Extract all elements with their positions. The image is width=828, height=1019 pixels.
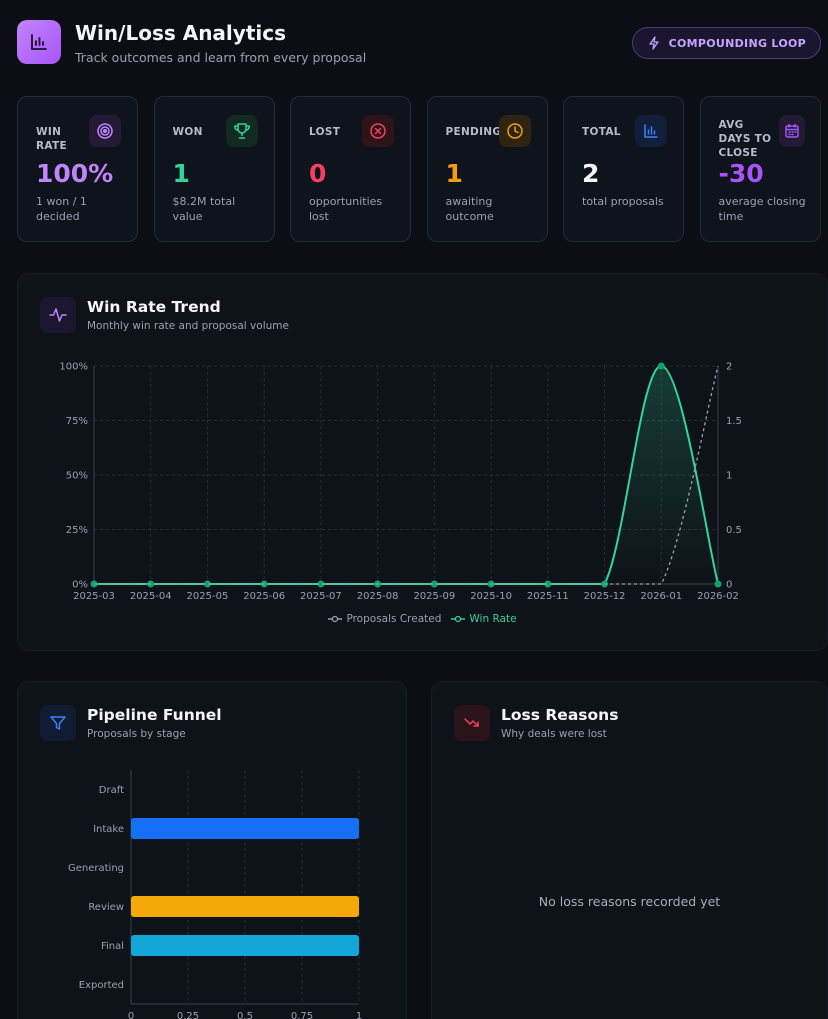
stat-label: PENDING (445, 126, 502, 138)
panel-subtitle: Proposals by stage (87, 728, 186, 740)
y-right-tick-label: 1 (726, 471, 732, 482)
legend-item-proposals-created[interactable]: Proposals Created (328, 613, 441, 625)
analytics-chart-icon (17, 20, 61, 64)
x-tick-label: 2025-04 (130, 591, 172, 602)
y-right-tick-label: 0 (726, 580, 732, 591)
stat-card-won: WON 1 $8.2M total value (153, 96, 275, 242)
legend-line-icon (451, 615, 466, 623)
activity-icon (40, 297, 76, 333)
x-tick-label: 2025-05 (187, 591, 229, 602)
funnel-bar-intake (131, 818, 359, 839)
y-left-tick-label: 75% (66, 416, 88, 427)
stat-value: 0 (309, 159, 327, 188)
x-tick-label: 2025-06 (243, 591, 285, 602)
y-left-tick-label: 50% (66, 471, 88, 482)
legend-line-icon (328, 615, 343, 623)
x-tick-label: 2025-03 (73, 591, 115, 602)
stat-card-lost: LOST 0 opportunities lost (290, 96, 411, 242)
x-tick-label: 2025-09 (413, 591, 455, 602)
x-tick-label: 0.25 (177, 1011, 199, 1019)
stat-label: AVG DAYS TO CLOSE (718, 119, 772, 159)
stat-card-total: TOTAL 2 total proposals (563, 96, 684, 242)
stat-desc: total proposals (582, 195, 664, 208)
legend-label: Proposals Created (346, 613, 442, 625)
stat-desc: $8.2M total value (172, 195, 236, 223)
stat-desc: opportunities lost (309, 195, 383, 223)
y-left-tick-label: 0% (72, 580, 88, 591)
x-tick-label: 2026-02 (697, 591, 739, 602)
stats-row: WIN RATE 100% 1 won / 1 decided WON 1 $8… (17, 96, 822, 242)
stat-desc: 1 won / 1 decided (36, 195, 87, 223)
y-right-tick-label: 2 (726, 362, 732, 373)
legend-label: Win Rate (469, 613, 517, 625)
stat-card-pending: PENDING 1 awaiting outcome (426, 96, 548, 242)
category-label: Review (88, 902, 124, 913)
y-left-tick-label: 100% (59, 362, 88, 373)
category-label: Draft (99, 785, 124, 796)
compounding-loop-button[interactable]: COMPOUNDING LOOP (631, 27, 821, 59)
stat-label: LOST (309, 126, 341, 138)
target-icon (89, 115, 121, 147)
stat-value: 1 (172, 159, 190, 188)
category-label: Generating (68, 863, 124, 874)
legend-item-win-rate[interactable]: Win Rate (451, 613, 517, 625)
stat-card-avg-days: AVG DAYS TO CLOSE -30 average closing ti… (699, 96, 821, 242)
trophy-icon (225, 115, 258, 147)
loss-reasons-empty-message: No loss reasons recorded yet (538, 894, 721, 909)
stat-card-win-rate: WIN RATE 100% 1 won / 1 decided (17, 96, 138, 242)
series-area-win-rate (94, 366, 718, 584)
x-tick-label: 2025-11 (527, 591, 569, 602)
x-tick-label: 2025-07 (300, 591, 342, 602)
funnel-icon (40, 705, 76, 741)
stat-value: 2 (582, 159, 600, 188)
stat-value: 100% (36, 159, 114, 188)
loss-reasons-panel: Loss Reasons Why deals were lost No loss… (431, 681, 828, 1019)
panel-title: Loss Reasons (501, 706, 619, 724)
pipeline-funnel-chart: 0 0.25 0.5 0.75 1 Draft Intake Generating Review… (68, 770, 362, 1019)
x-tick-label: 2025-10 (470, 591, 512, 602)
stat-desc: awaiting outcome (445, 195, 494, 223)
x-tick-label: 2025-08 (357, 591, 399, 602)
x-tick-label: 2026-01 (640, 591, 682, 602)
page-header: Win/Loss Analytics Track outcomes and le… (17, 20, 821, 68)
stat-label: WON (172, 126, 203, 138)
page-subtitle: Track outcomes and learn from every prop… (75, 50, 367, 65)
funnel-bar-final (131, 935, 359, 956)
y-right-tick-label: 0.5 (726, 525, 742, 536)
panel-subtitle: Why deals were lost (501, 728, 607, 740)
win-rate-trend-panel: Win Rate Trend Monthly win rate and prop… (17, 273, 828, 651)
x-tick-label: 1 (356, 1011, 362, 1019)
stat-desc: average closing time (718, 195, 806, 223)
category-label: Final (101, 941, 124, 952)
trending-down-icon (454, 705, 490, 741)
win-rate-point (657, 362, 665, 370)
lightning-icon (648, 36, 659, 50)
x-tick-label: 2025-12 (584, 591, 626, 602)
x-tick-label: 0.5 (237, 1011, 253, 1019)
pipeline-funnel-panel: Pipeline Funnel Proposals by stage 0 0.25… (17, 681, 407, 1019)
panel-title: Pipeline Funnel (87, 706, 222, 724)
calendar-icon (778, 115, 805, 147)
category-label: Exported (79, 980, 124, 991)
bar-chart-icon (635, 115, 667, 147)
win-rate-trend-chart: 0% 25% 50% 75% 100% 0 0.5 1 1.5 2 2025-03 2025-04 20… (59, 362, 742, 603)
x-tick-label: 0.75 (291, 1011, 313, 1019)
win-rate-point (714, 580, 722, 588)
funnel-bar-review (131, 896, 359, 917)
stat-value: 1 (445, 159, 463, 188)
page-title: Win/Loss Analytics (75, 21, 286, 45)
chart-legend: Proposals Created Win Rate (18, 613, 827, 625)
stat-label: TOTAL (582, 126, 621, 138)
x-circle-icon (362, 115, 394, 147)
compounding-loop-label: COMPOUNDING LOOP (668, 36, 806, 50)
x-tick-label: 0 (128, 1011, 134, 1019)
y-right-tick-label: 1.5 (726, 416, 742, 427)
stat-label: WIN RATE (36, 126, 67, 152)
y-left-tick-label: 25% (66, 525, 88, 536)
panel-subtitle: Monthly win rate and proposal volume (87, 320, 289, 332)
stat-value: -30 (718, 159, 764, 188)
clock-icon (498, 115, 531, 147)
category-label: Intake (93, 824, 124, 835)
panel-title: Win Rate Trend (87, 298, 221, 316)
